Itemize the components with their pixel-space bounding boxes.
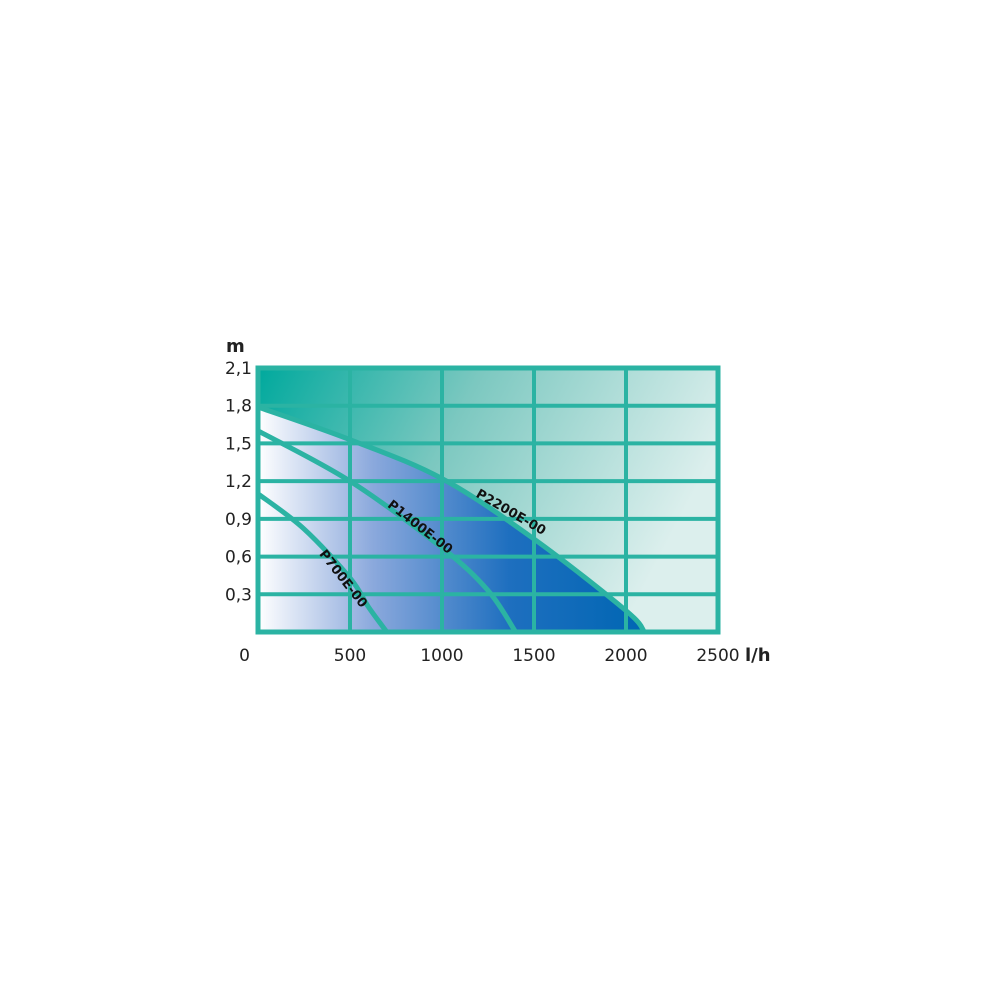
- series-curve-P700E-00: [256, 491, 389, 634]
- x-tick-label: 0: [239, 646, 250, 666]
- x-tick-label: 1000: [420, 646, 463, 666]
- series-curve-P1400E-00: [256, 428, 518, 634]
- series-curve-P2200E-00: [257, 404, 647, 634]
- x-tick-label: 2500: [696, 646, 739, 666]
- x-tick-label: 500: [334, 646, 366, 666]
- x-axis-label: l/h: [745, 645, 771, 666]
- y-tick-label: 0,9: [225, 510, 252, 530]
- x-tick-label: 1500: [512, 646, 555, 666]
- plot-frame: [255, 365, 721, 635]
- y-tick-label: 2,1: [225, 359, 252, 379]
- y-tick-label: 1,2: [225, 472, 252, 492]
- x-tick-label: 2000: [604, 646, 647, 666]
- y-tick-label: 0,6: [225, 548, 252, 568]
- y-tick-label: 1,8: [225, 397, 252, 417]
- y-axis-label: m: [226, 336, 245, 357]
- y-tick-label: 1,5: [225, 434, 252, 454]
- y-tick-label: 0,3: [225, 585, 252, 605]
